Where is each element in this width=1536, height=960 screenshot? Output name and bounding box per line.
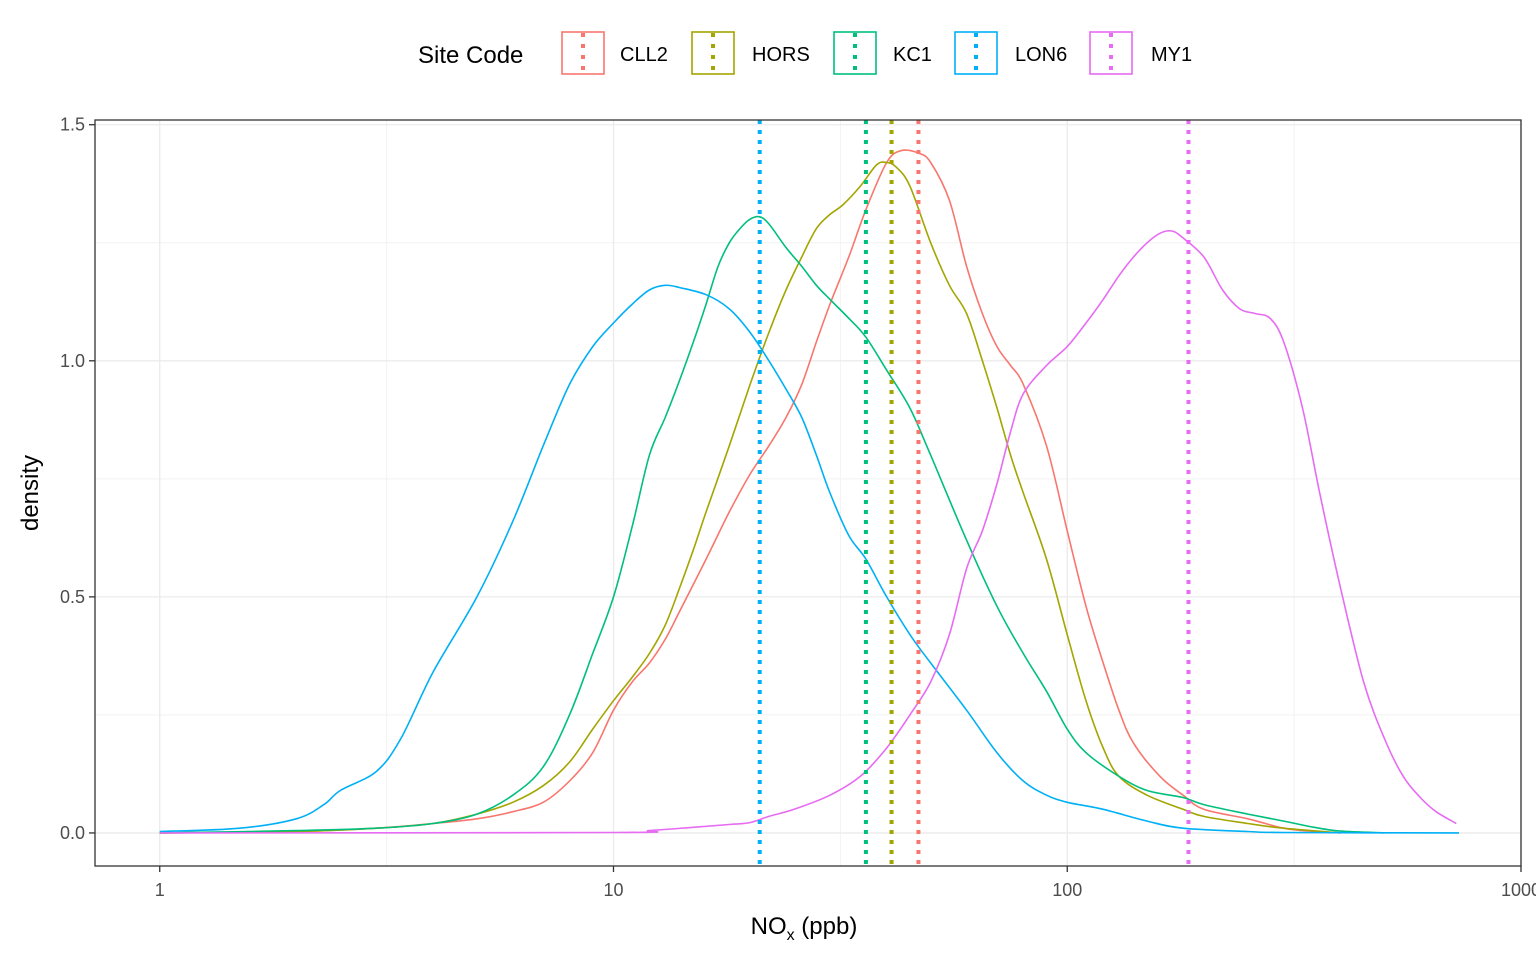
y-axis: 0.0 0.5 1.0 1.5 [60,115,95,843]
x-tick-label: 10 [603,880,623,900]
series-layer [159,149,1460,834]
legend-key-cll2 [561,31,605,75]
density-curve-my1 [159,229,1457,834]
x-axis: 1 10 100 1000 [155,866,1536,900]
x-axis-title-rest: (ppb) [795,913,858,940]
plot-panel-border [94,119,1522,867]
x-axis-title: NOx (ppb) [751,913,858,944]
density-curve-hors [159,161,1341,834]
x-axis-title-subscript: x [787,927,795,944]
legend-label-kc1: KC1 [893,44,932,66]
legend-title: Site Code [418,42,523,69]
y-tick-label: 1.0 [60,351,85,371]
density-curve-cll2 [159,149,1341,834]
y-axis-title: density [17,455,44,531]
density-curve-lon6 [159,284,1460,834]
x-tick-label: 1 [155,880,165,900]
legend-label-hors: HORS [752,44,810,66]
legend-key-hors [691,31,735,75]
legend: Site Code CLL2 HORS KC1 LON6 MY1 [418,31,1192,75]
legend-label-lon6: LON6 [1015,44,1067,66]
legend-key-my1 [1089,31,1133,75]
x-tick-label: 1000 [1501,880,1536,900]
legend-label-cll2: CLL2 [620,44,668,66]
legend-key-kc1 [833,31,877,75]
y-tick-label: 0.0 [60,823,85,843]
legend-key-lon6 [954,31,998,75]
x-axis-title-main: NO [751,913,787,940]
legend-label-my1: MY1 [1151,44,1192,66]
y-tick-label: 0.5 [60,587,85,607]
x-tick-label: 100 [1052,880,1082,900]
median-layer [757,120,1191,866]
y-tick-label: 1.5 [60,115,85,135]
density-curve-kc1 [159,215,1385,834]
